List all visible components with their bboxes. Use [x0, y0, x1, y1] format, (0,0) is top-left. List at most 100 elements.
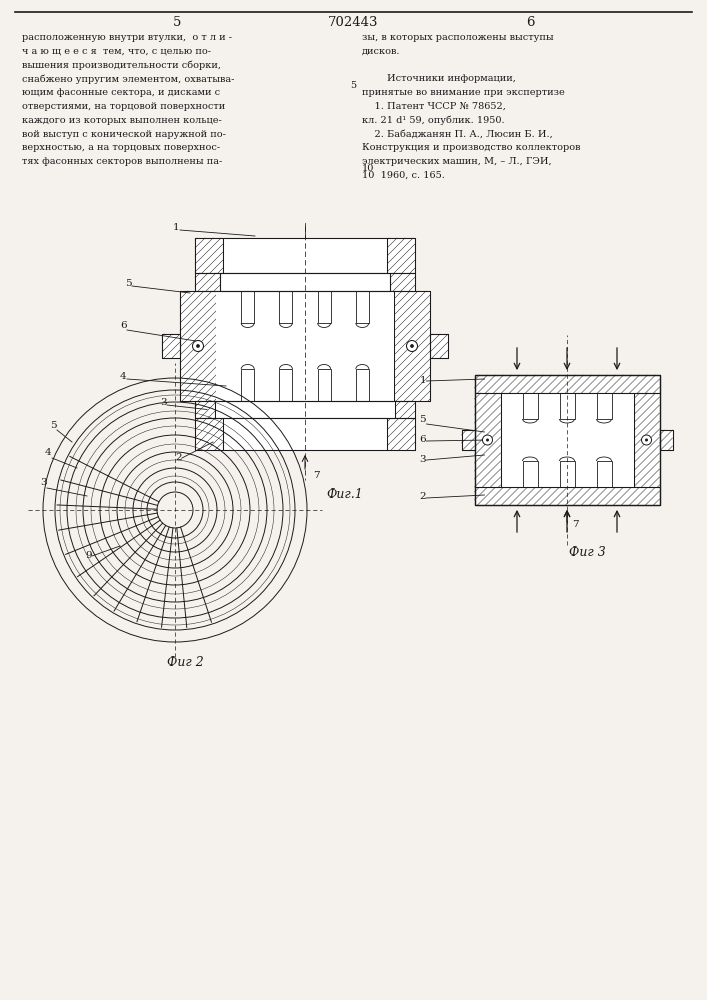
- Text: 2. Бабаджанян П. А., Люсин Б. И.,: 2. Бабаджанян П. А., Люсин Б. И.,: [362, 130, 553, 139]
- Bar: [180, 291, 216, 401]
- Bar: [394, 291, 430, 401]
- Bar: [387, 238, 415, 273]
- Bar: [195, 401, 215, 418]
- Text: 2: 2: [175, 453, 182, 462]
- Bar: [633, 393, 660, 487]
- Bar: [279, 369, 293, 401]
- Bar: [317, 369, 331, 401]
- Bar: [223, 418, 387, 450]
- Text: снабжено упругим элементом, охватыва-: снабжено упругим элементом, охватыва-: [22, 74, 235, 84]
- Bar: [220, 273, 390, 291]
- Bar: [390, 273, 415, 291]
- Text: 3: 3: [419, 455, 426, 464]
- Text: кл. 21 d¹ 59, опублик. 1950.: кл. 21 d¹ 59, опублик. 1950.: [362, 116, 505, 125]
- Text: 702443: 702443: [328, 15, 378, 28]
- Bar: [195, 401, 215, 418]
- Text: Источники информации,: Источники информации,: [362, 74, 516, 83]
- Text: расположенную внутри втулки,  о т л и -: расположенную внутри втулки, о т л и -: [22, 33, 232, 42]
- Text: каждого из которых выполнен кольце-: каждого из которых выполнен кольце-: [22, 116, 222, 125]
- Bar: [180, 291, 430, 401]
- Text: зы, в которых расположены выступы: зы, в которых расположены выступы: [362, 33, 554, 42]
- Bar: [387, 238, 415, 273]
- Bar: [522, 393, 537, 419]
- Bar: [195, 418, 223, 450]
- Bar: [395, 401, 415, 418]
- Text: тях фасонных секторов выполнены па-: тях фасонных секторов выполнены па-: [22, 157, 222, 166]
- Bar: [356, 291, 369, 323]
- Bar: [522, 461, 537, 487]
- Bar: [162, 334, 180, 358]
- Bar: [387, 418, 415, 450]
- Text: вышения производительности сборки,: вышения производительности сборки,: [22, 61, 221, 70]
- Circle shape: [197, 344, 199, 348]
- Bar: [474, 375, 660, 505]
- Bar: [241, 291, 255, 323]
- Bar: [474, 375, 660, 393]
- Bar: [474, 393, 501, 487]
- Bar: [474, 487, 660, 505]
- Bar: [356, 369, 369, 401]
- Text: 6: 6: [419, 435, 426, 444]
- Text: ющим фасонные сектора, и дисками с: ющим фасонные сектора, и дисками с: [22, 88, 220, 97]
- Bar: [462, 430, 474, 450]
- Circle shape: [482, 435, 493, 445]
- Bar: [395, 401, 415, 418]
- Text: 3: 3: [160, 398, 167, 407]
- Text: 7: 7: [572, 520, 578, 529]
- Text: 7: 7: [313, 471, 320, 480]
- Bar: [195, 273, 220, 291]
- Bar: [162, 334, 180, 358]
- Bar: [462, 430, 474, 450]
- Text: отверстиями, на торцовой поверхности: отверстиями, на торцовой поверхности: [22, 102, 226, 111]
- Bar: [394, 291, 430, 401]
- Bar: [195, 238, 223, 273]
- Text: Фиг 3: Фиг 3: [568, 546, 605, 560]
- Bar: [474, 487, 660, 505]
- Bar: [195, 238, 223, 273]
- Bar: [390, 273, 415, 291]
- Text: 5: 5: [350, 81, 356, 90]
- Bar: [597, 461, 612, 487]
- Text: 5: 5: [419, 415, 426, 424]
- Text: 5: 5: [125, 279, 132, 288]
- Text: электрических машин, М, – Л., ГЭИ,: электрических машин, М, – Л., ГЭИ,: [362, 157, 551, 166]
- Bar: [660, 430, 672, 450]
- Text: 10  1960, с. 165.: 10 1960, с. 165.: [362, 171, 445, 180]
- Bar: [223, 238, 387, 273]
- Text: Конструкция и производство коллекторов: Конструкция и производство коллекторов: [362, 143, 580, 152]
- Bar: [387, 418, 415, 450]
- Bar: [660, 430, 672, 450]
- Bar: [220, 273, 390, 291]
- Circle shape: [645, 438, 648, 442]
- Bar: [195, 418, 415, 450]
- Bar: [195, 273, 220, 291]
- Text: вой выступ с конической наружной по-: вой выступ с конической наружной по-: [22, 130, 226, 139]
- Bar: [430, 334, 448, 358]
- Text: 1. Патент ЧССР № 78652,: 1. Патент ЧССР № 78652,: [362, 102, 506, 111]
- Circle shape: [641, 435, 651, 445]
- Text: 4: 4: [120, 372, 127, 381]
- Text: 5: 5: [173, 15, 181, 28]
- Text: 6: 6: [526, 15, 534, 28]
- Text: ч а ю щ е е с я  тем, что, с целью по-: ч а ю щ е е с я тем, что, с целью по-: [22, 47, 211, 56]
- Text: 3: 3: [40, 478, 47, 487]
- Bar: [660, 430, 672, 450]
- Bar: [474, 487, 660, 505]
- Bar: [559, 393, 575, 419]
- Bar: [597, 393, 612, 419]
- Bar: [474, 375, 660, 393]
- Text: 2: 2: [419, 492, 426, 501]
- Text: 1: 1: [173, 223, 180, 232]
- Bar: [195, 238, 415, 273]
- Circle shape: [192, 340, 204, 352]
- Text: 1: 1: [419, 376, 426, 385]
- Bar: [215, 401, 395, 418]
- Bar: [162, 334, 180, 358]
- Bar: [474, 393, 501, 487]
- Bar: [559, 461, 575, 487]
- Bar: [633, 393, 660, 487]
- Text: дисков.: дисков.: [362, 47, 400, 56]
- Text: принятые во внимание при экспертизе: принятые во внимание при экспертизе: [362, 88, 565, 97]
- Bar: [180, 291, 216, 401]
- Bar: [430, 334, 448, 358]
